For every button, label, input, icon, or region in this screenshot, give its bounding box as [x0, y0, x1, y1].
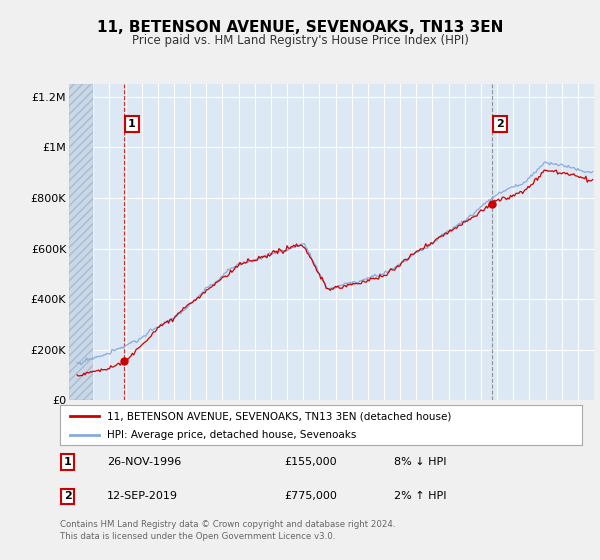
Text: 2: 2 — [496, 119, 504, 129]
Text: 11, BETENSON AVENUE, SEVENOAKS, TN13 3EN: 11, BETENSON AVENUE, SEVENOAKS, TN13 3EN — [97, 20, 503, 35]
Bar — [69, 84, 93, 400]
Text: 2% ↑ HPI: 2% ↑ HPI — [394, 491, 446, 501]
Text: Contains HM Land Registry data © Crown copyright and database right 2024.: Contains HM Land Registry data © Crown c… — [60, 520, 395, 529]
Text: £775,000: £775,000 — [284, 491, 337, 501]
Text: 1: 1 — [128, 119, 136, 129]
Text: 2: 2 — [64, 491, 72, 501]
Text: £155,000: £155,000 — [284, 457, 337, 467]
Text: 26-NOV-1996: 26-NOV-1996 — [107, 457, 181, 467]
Text: 8% ↓ HPI: 8% ↓ HPI — [394, 457, 446, 467]
Text: HPI: Average price, detached house, Sevenoaks: HPI: Average price, detached house, Seve… — [107, 430, 356, 440]
Text: 11, BETENSON AVENUE, SEVENOAKS, TN13 3EN (detached house): 11, BETENSON AVENUE, SEVENOAKS, TN13 3EN… — [107, 411, 451, 421]
Text: Price paid vs. HM Land Registry's House Price Index (HPI): Price paid vs. HM Land Registry's House … — [131, 34, 469, 46]
Text: This data is licensed under the Open Government Licence v3.0.: This data is licensed under the Open Gov… — [60, 532, 335, 541]
Text: 1: 1 — [64, 457, 72, 467]
Text: 12-SEP-2019: 12-SEP-2019 — [107, 491, 178, 501]
